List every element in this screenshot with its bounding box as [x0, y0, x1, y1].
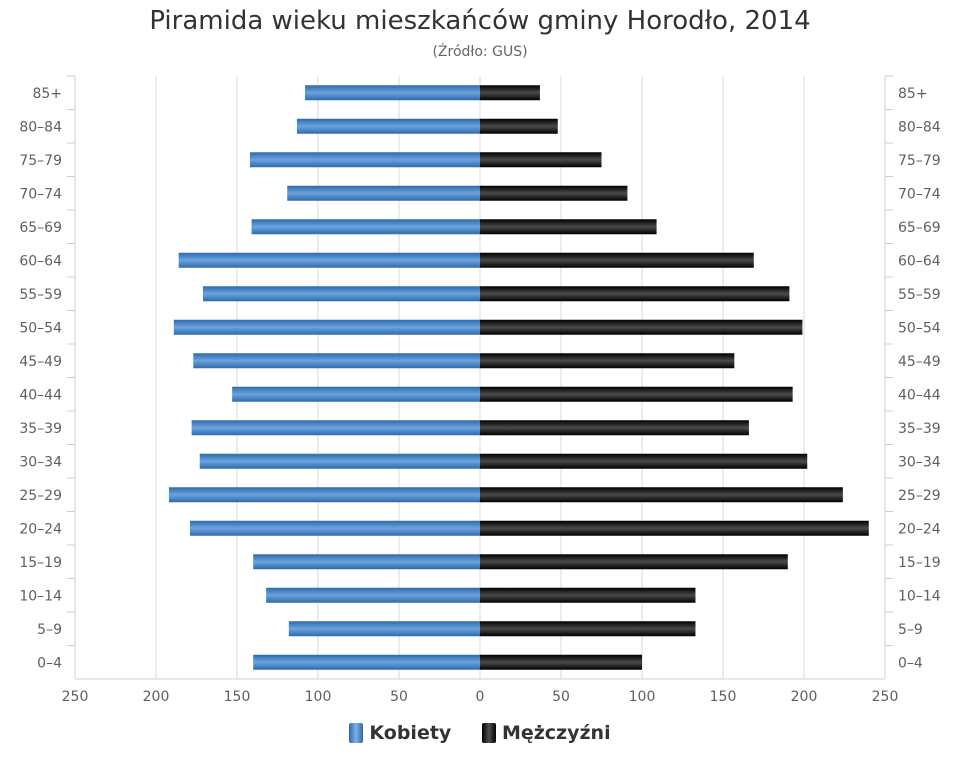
bar-women	[266, 587, 480, 603]
bar-women	[168, 487, 480, 503]
legend-swatch-men	[481, 723, 496, 743]
bar-men	[480, 654, 642, 670]
bar-men	[480, 85, 540, 101]
y-tick-label-right: 40–44	[898, 387, 941, 403]
y-tick-label-left: 15–19	[19, 555, 62, 571]
y-tick-label-right: 60–64	[898, 253, 941, 269]
y-tick-label-left: 85+	[32, 86, 62, 102]
bar-men	[480, 520, 869, 536]
y-tick-label-left: 75–79	[19, 153, 62, 169]
bar-women	[232, 386, 480, 402]
y-tick-label-right: 30–34	[898, 454, 941, 470]
bar-women	[305, 85, 480, 101]
y-tick-label-right: 0–4	[898, 655, 923, 671]
y-tick-label-right: 70–74	[898, 186, 941, 202]
y-tick-label-right: 15–19	[898, 555, 941, 571]
legend-swatch-women	[349, 723, 364, 743]
y-tick-label-right: 75–79	[898, 153, 941, 169]
y-tick-label-left: 35–39	[19, 421, 62, 437]
y-tick-label-right: 25–29	[898, 488, 941, 504]
y-tick-label-left: 80–84	[19, 119, 62, 135]
legend-label-men: Mężczyźni	[501, 722, 611, 744]
y-tick-label-right: 65–69	[898, 220, 941, 236]
y-tick-label-left: 70–74	[19, 186, 62, 202]
bar-women	[202, 286, 481, 302]
x-tick-label: 250	[62, 689, 89, 705]
y-tick-label-left: 65–69	[19, 220, 62, 236]
bar-men	[480, 587, 696, 603]
x-tick-label: 150	[224, 689, 251, 705]
bar-men	[480, 118, 558, 134]
bar-men	[480, 487, 843, 503]
y-tick-label-right: 5–9	[898, 622, 923, 638]
y-tick-label-left: 25–29	[19, 488, 62, 504]
bar-men	[480, 453, 808, 469]
y-tick-label-left: 10–14	[19, 588, 62, 604]
legend-item-men[interactable]: Mężczyźni	[481, 722, 611, 744]
y-tick-label-left: 50–54	[19, 320, 62, 336]
y-tick-label-right: 50–54	[898, 320, 941, 336]
x-tick-label: 100	[305, 689, 332, 705]
bar-women	[173, 319, 480, 335]
y-tick-label-left: 45–49	[19, 354, 62, 370]
bar-women	[296, 118, 480, 134]
y-tick-label-right: 85+	[898, 86, 928, 102]
bar-men	[480, 252, 754, 268]
bar-men	[480, 353, 735, 369]
bar-women	[251, 219, 480, 235]
bar-women	[199, 453, 481, 469]
x-tick-label: 0	[476, 689, 485, 705]
y-tick-label-right: 20–24	[898, 521, 941, 537]
y-tick-label-left: 20–24	[19, 521, 62, 537]
bar-women	[253, 554, 480, 570]
x-tick-label: 50	[390, 689, 408, 705]
bar-men	[480, 319, 803, 335]
bar-women	[287, 185, 480, 201]
x-tick-label: 250	[872, 689, 899, 705]
bar-men	[480, 386, 793, 402]
y-tick-label-left: 55–59	[19, 287, 62, 303]
bar-women	[190, 520, 480, 536]
bar-men	[480, 554, 788, 570]
bar-women	[253, 654, 480, 670]
bar-women	[193, 353, 480, 369]
y-tick-label-right: 10–14	[898, 588, 941, 604]
y-tick-label-left: 30–34	[19, 454, 62, 470]
bar-men	[480, 185, 628, 201]
legend: Kobiety Mężczyźni	[0, 722, 960, 748]
y-tick-label-left: 0–4	[37, 655, 62, 671]
bar-men	[480, 152, 602, 168]
y-tick-label-right: 55–59	[898, 287, 941, 303]
chart-title: Piramida wieku mieszkańców gminy Horodło…	[149, 6, 811, 36]
y-tick-label-left: 5–9	[37, 622, 62, 638]
y-tick-label-left: 60–64	[19, 253, 62, 269]
y-tick-label-right: 35–39	[898, 421, 941, 437]
chart-subtitle: (Źródło: GUS)	[432, 44, 528, 60]
bar-women	[191, 420, 480, 436]
x-tick-label: 150	[710, 689, 737, 705]
x-tick-label: 200	[143, 689, 170, 705]
y-tick-label-left: 40–44	[19, 387, 62, 403]
x-tick-label: 200	[791, 689, 818, 705]
legend-label-women: Kobiety	[369, 722, 452, 744]
pyramid-chart: 250 200 150 100 50 0 50 100 150 200 250 85+ 85+ 80–84…	[19, 75, 941, 705]
bar-women	[178, 252, 480, 268]
y-tick-label-right: 80–84	[898, 119, 941, 135]
bar-women	[288, 621, 480, 637]
bar-men	[480, 219, 657, 235]
x-tick-label: 50	[552, 689, 570, 705]
legend-item-women[interactable]: Kobiety	[349, 722, 451, 744]
bar-men	[480, 420, 749, 436]
y-tick-label-right: 45–49	[898, 354, 941, 370]
bar-men	[480, 286, 790, 302]
bar-women	[249, 152, 480, 168]
x-tick-label: 100	[629, 689, 656, 705]
bar-men	[480, 621, 696, 637]
